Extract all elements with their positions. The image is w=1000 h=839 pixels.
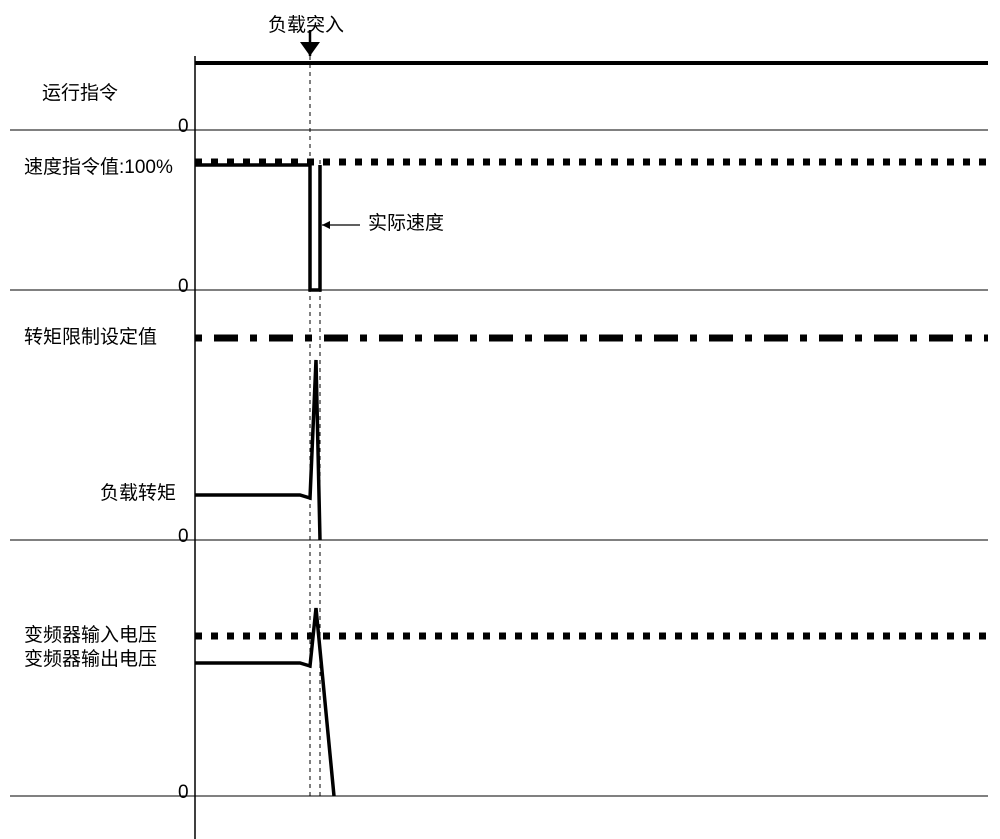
speed-label-1: 0 <box>178 276 189 298</box>
speed-label-2: 实际速度 <box>368 208 444 235</box>
top-annotation: 负载突入 <box>268 10 344 37</box>
torque-label-2: 0 <box>178 526 189 548</box>
voltage-label-2: 0 <box>178 782 189 804</box>
run_cmd-label-1: 0 <box>178 116 189 138</box>
speed-label-0: 速度指令值:100% <box>24 152 173 179</box>
voltage-label-1: 变频器输出电压 <box>24 644 157 671</box>
torque-label-0: 转矩限制设定值 <box>24 322 157 349</box>
torque-label-1: 负载转矩 <box>100 478 176 505</box>
voltage-label-0: 变频器输入电压 <box>24 620 157 647</box>
run_cmd-label-0: 运行指令 <box>42 78 118 105</box>
timing-diagram <box>0 0 1000 839</box>
